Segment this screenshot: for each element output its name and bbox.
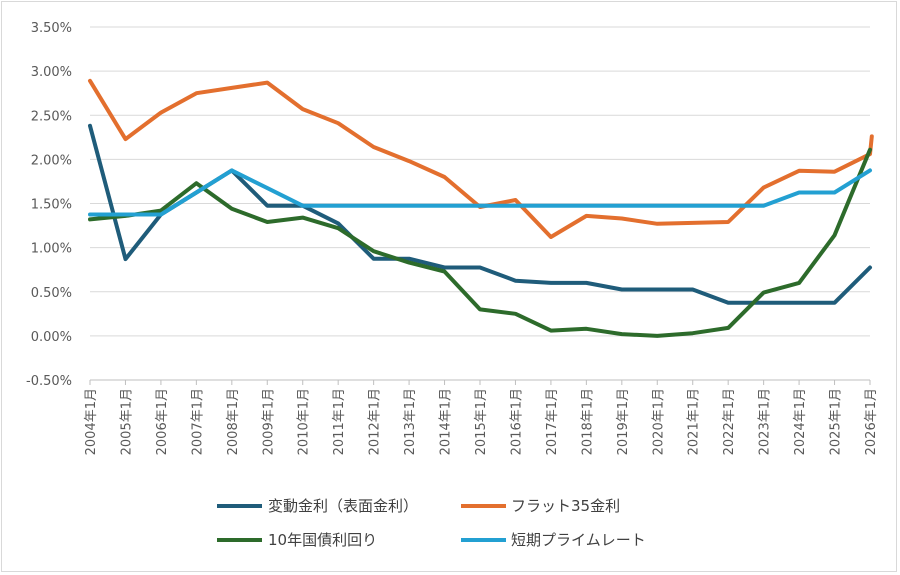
x-axis: 2004年1月 2005年1月 2006年1月 2007年1月 2008年1月 2009年… xyxy=(84,379,879,455)
x-tick-label: 2013年1月 xyxy=(403,388,418,455)
x-tick-label: 2011年1月 xyxy=(332,388,347,455)
y-tick-label: 1.00% xyxy=(31,242,72,257)
x-tick-label: 2010年1月 xyxy=(297,388,312,455)
y-tick-label: 3.00% xyxy=(31,65,72,80)
y-tick-label: 0.00% xyxy=(31,330,72,345)
x-tick-label: 2025年1月 xyxy=(829,388,844,455)
x-tick-label: 2022年1月 xyxy=(722,388,737,455)
legend-item-short-prime-rate: 短期プライムレート xyxy=(461,531,646,549)
x-tick-label: 2020年1月 xyxy=(651,388,666,455)
y-axis: 3.50% 3.00% 2.50% 2.00% 1.50% 1.00% 0.50% 0.00%… xyxy=(26,21,72,389)
legend-label-jgb10y: 10年国債利回り xyxy=(268,531,377,549)
legend-item-flat35: フラット35金利 xyxy=(461,497,620,515)
legend-label-floating-rate: 変動金利（表面金利） xyxy=(268,497,418,515)
x-tick-label: 2009年1月 xyxy=(261,388,276,455)
x-tick-label: 2004年1月 xyxy=(84,388,99,455)
x-tick-label: 2008年1月 xyxy=(226,388,241,455)
legend-label-short-prime-rate: 短期プライムレート xyxy=(511,531,646,549)
x-tick-label: 2007年1月 xyxy=(190,388,205,455)
x-tick-label: 2015年1月 xyxy=(474,388,489,455)
y-tick-label: 0.50% xyxy=(31,286,72,301)
x-tick-label: 2018年1月 xyxy=(580,388,595,455)
legend-label-flat35: フラット35金利 xyxy=(511,497,620,515)
y-tick-label: 3.50% xyxy=(31,21,72,36)
series-line-2 xyxy=(88,147,872,338)
legend-item-floating-rate: 変動金利（表面金利） xyxy=(217,497,418,515)
x-tick-label: 2021年1月 xyxy=(687,388,702,455)
x-tick-label: 2014年1月 xyxy=(439,388,454,455)
y-tick-label: -0.50% xyxy=(26,374,72,389)
x-tick-label: 2016年1月 xyxy=(509,388,524,455)
x-tick-label: 2006年1月 xyxy=(155,388,170,455)
x-tick-label: 2005年1月 xyxy=(119,388,134,455)
x-tick-label: 2012年1月 xyxy=(368,388,383,455)
legend-item-jgb10y: 10年国債利回り xyxy=(217,531,377,549)
series-line-1 xyxy=(88,78,874,239)
x-tick-label: 2026年1月 xyxy=(864,388,879,455)
x-tick-label: 2024年1月 xyxy=(793,388,808,455)
series-lines xyxy=(88,78,874,338)
series-line-0 xyxy=(88,123,872,305)
series-line-3 xyxy=(88,168,872,217)
y-tick-label: 2.50% xyxy=(31,109,72,124)
x-tick-label: 2023年1月 xyxy=(758,388,773,455)
legend: 変動金利（表面金利） フラット35金利 10年国債利回り 短期プライムレート xyxy=(217,497,646,549)
gridlines xyxy=(90,26,870,381)
x-tick-label: 2019年1月 xyxy=(616,388,631,455)
y-tick-label: 2.00% xyxy=(31,153,72,168)
y-tick-label: 1.50% xyxy=(31,198,72,213)
x-tick-label: 2017年1月 xyxy=(545,388,560,455)
